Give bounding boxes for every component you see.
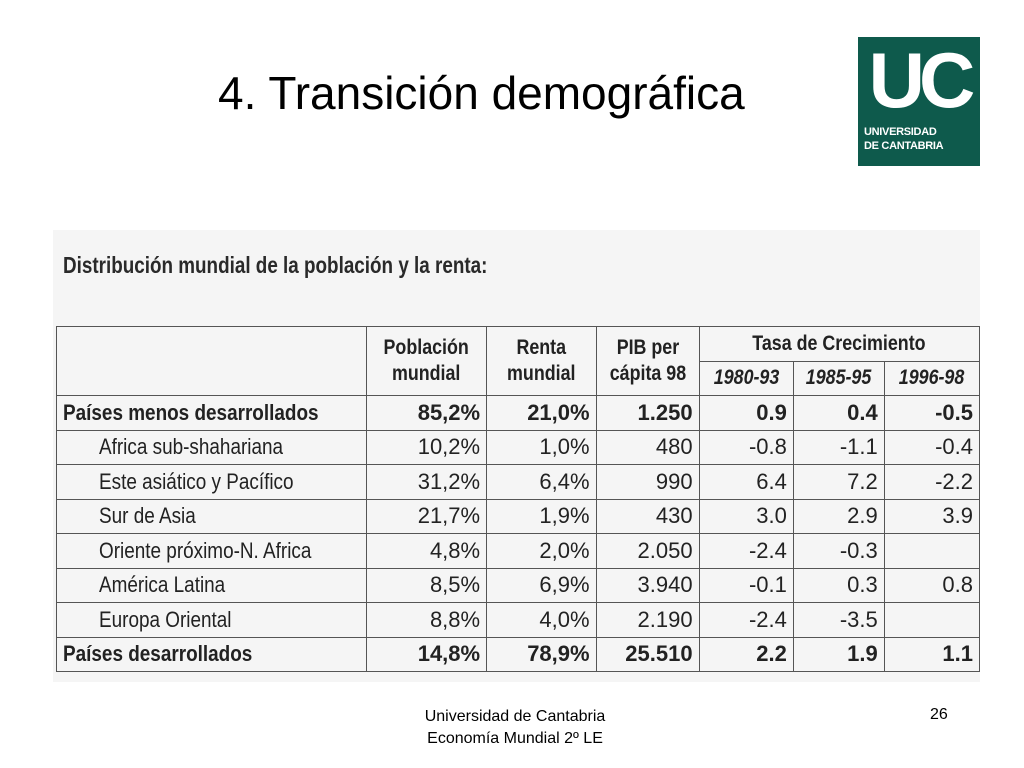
footer-line-1: Universidad de Cantabria (424, 708, 606, 725)
cell-growth-2: -3.5 (792, 602, 885, 638)
cell-growth-3: -2.2 (883, 464, 981, 500)
logo-line-2: DE CANTABRIA (864, 140, 944, 152)
logo-mark: UC (868, 36, 976, 124)
cell-poblacion: 8,8% (366, 602, 488, 638)
header-tasa-label: Tasa de Crecimiento (752, 331, 926, 355)
footer: Universidad de Cantabria Economía Mundia… (370, 706, 660, 750)
cell-poblacion: 8,5% (366, 567, 488, 603)
cell-growth-2: -0.3 (792, 533, 885, 569)
cell-growth-2: 7.2 (792, 464, 885, 500)
cell-renta: 1,9% (486, 498, 597, 534)
cell-pib: 1.250 (595, 395, 700, 431)
row-label: América Latina (55, 567, 368, 603)
cell-growth-1: -0.1 (698, 567, 794, 603)
cell-pib: 2.190 (595, 602, 700, 638)
header-pib: PIB per cápita 98 (595, 326, 700, 396)
page-number: 26 (930, 706, 948, 723)
table-row: Oriente próximo-N. Africa 4,8% 2,0% 2.05… (55, 533, 981, 569)
header-pib-line-2: cápita 98 (609, 362, 686, 385)
cell-growth-3: 0.8 (883, 567, 981, 603)
university-logo: UC UNIVERSIDAD DE CANTABRIA (858, 37, 980, 166)
cell-growth-1: -2.4 (698, 602, 794, 638)
header-poblacion-line-1: Población (383, 336, 470, 359)
cell-growth-1: 6.4 (698, 464, 794, 500)
table-row: Sur de Asia 21,7% 1,9% 430 3.0 2.9 3.9 (55, 498, 981, 534)
header-renta-line-2: mundial (507, 362, 576, 385)
cell-growth-3 (883, 533, 981, 569)
cell-growth-3: -0.5 (883, 395, 981, 431)
cell-renta: 78,9% (486, 636, 597, 672)
cell-renta: 6,9% (486, 567, 597, 603)
table-row: Países desarrollados 14,8% 78,9% 25.510 … (55, 636, 981, 672)
cell-growth-1: -0.8 (698, 429, 794, 465)
header-pib-line-1: PIB per (616, 336, 679, 359)
row-label: Sur de Asia (55, 498, 368, 534)
cell-growth-3: 3.9 (883, 498, 981, 534)
cell-pib: 430 (595, 498, 700, 534)
header-empty-cell (55, 326, 368, 396)
cell-growth-1: -2.4 (698, 533, 794, 569)
row-label: Países menos desarrollados (55, 395, 368, 431)
cell-pib: 990 (595, 464, 700, 500)
cell-growth-2: 0.4 (792, 395, 885, 431)
table-row: Este asiático y Pacífico 31,2% 6,4% 990 … (55, 464, 981, 500)
row-label: Africa sub-shahariana (55, 429, 368, 465)
cell-growth-1: 2.2 (698, 636, 794, 672)
header-poblacion-line-2: mundial (392, 362, 461, 385)
cell-pib: 480 (595, 429, 700, 465)
table-heading: Distribución mundial de la población y l… (63, 252, 488, 278)
logo-name: UNIVERSIDAD DE CANTABRIA (864, 125, 976, 153)
cell-growth-3 (883, 602, 981, 638)
cell-growth-3: -0.4 (883, 429, 981, 465)
cell-pib: 25.510 (595, 636, 700, 672)
cell-growth-1: 3.0 (698, 498, 794, 534)
table-row: Europa Oriental 8,8% 4,0% 2.190 -2.4 -3.… (55, 602, 981, 638)
cell-poblacion: 21,7% (366, 498, 488, 534)
footer-line-2: Economía Mundial 2º LE (427, 730, 603, 747)
cell-pib: 2.050 (595, 533, 700, 569)
cell-growth-2: 0.3 (792, 567, 885, 603)
cell-pib: 3.940 (595, 567, 700, 603)
table-row: América Latina 8,5% 6,9% 3.940 -0.1 0.3 … (55, 567, 981, 603)
row-label: Oriente próximo-N. Africa (55, 533, 368, 569)
cell-growth-2: 1.9 (792, 636, 885, 672)
cell-poblacion: 31,2% (366, 464, 488, 500)
cell-growth-2: 2.9 (792, 498, 885, 534)
cell-growth-2: -1.1 (792, 429, 885, 465)
cell-renta: 21,0% (486, 395, 597, 431)
cell-poblacion: 10,2% (366, 429, 488, 465)
row-label: Europa Oriental (55, 602, 368, 638)
header-tasa: Tasa de Crecimiento (698, 326, 981, 362)
data-table: Población mundial Renta mundial PIB per cáp… (55, 326, 981, 672)
header-year-2: 1985-95 (792, 360, 885, 396)
slide-title: 4. Transición demográfica (218, 67, 745, 119)
header-year-3: 1996-98 (883, 360, 981, 396)
cell-renta: 4,0% (486, 602, 597, 638)
header-poblacion: Población mundial (366, 326, 488, 396)
cell-renta: 6,4% (486, 464, 597, 500)
cell-growth-1: 0.9 (698, 395, 794, 431)
header-renta-line-1: Renta (516, 336, 567, 359)
scanned-table-image: Distribución mundial de la población y l… (53, 230, 981, 682)
table-row: Países menos desarrollados 85,2% 21,0% 1… (55, 395, 981, 431)
header-year-1: 1980-93 (698, 360, 794, 396)
row-label: Este asiático y Pacífico (55, 464, 368, 500)
cell-poblacion: 85,2% (366, 395, 488, 431)
header-row-2: 1980-93 1985-95 1996-98 (57, 360, 981, 396)
header-row-1: Población mundial Renta mundial PIB per cáp… (55, 326, 981, 396)
cell-poblacion: 14,8% (366, 636, 488, 672)
cell-renta: 2,0% (486, 533, 597, 569)
cell-renta: 1,0% (486, 429, 597, 465)
header-renta: Renta mundial (486, 326, 597, 396)
table-row: Africa sub-shahariana 10,2% 1,0% 480 -0.… (55, 429, 981, 465)
cell-poblacion: 4,8% (366, 533, 488, 569)
logo-line-1: UNIVERSIDAD (864, 126, 937, 138)
row-label: Países desarrollados (55, 636, 368, 672)
cell-growth-3: 1.1 (883, 636, 981, 672)
